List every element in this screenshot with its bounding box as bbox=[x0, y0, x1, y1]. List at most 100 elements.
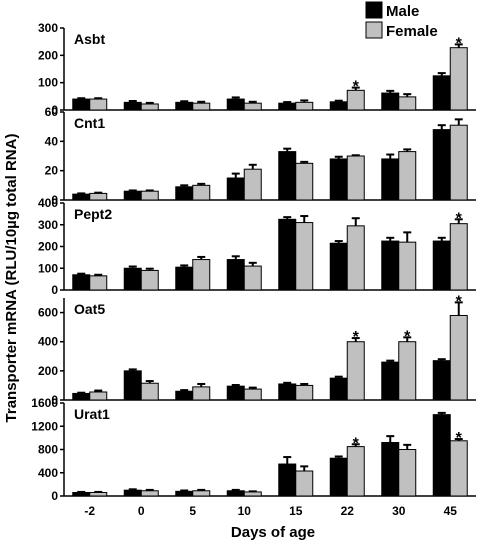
x-tick-label: 45 bbox=[444, 504, 458, 518]
bar-female bbox=[398, 96, 417, 111]
y-tick-label: 300 bbox=[38, 218, 58, 232]
bar-female bbox=[243, 491, 262, 497]
bar-female bbox=[192, 490, 211, 497]
bar-female bbox=[398, 151, 417, 201]
x-tick-label: 22 bbox=[341, 504, 355, 518]
x-tick-label: 30 bbox=[392, 504, 406, 518]
y-tick-label: 200 bbox=[38, 240, 58, 254]
panel-cnt1: 0 20 40 60 Cnt1 bbox=[45, 105, 476, 207]
legend-swatch-female bbox=[365, 21, 383, 39]
bar-male bbox=[72, 274, 91, 291]
bar-female bbox=[89, 492, 108, 497]
y-tick-label: 0 bbox=[51, 393, 58, 407]
y-tick-label: 1200 bbox=[31, 419, 58, 433]
y-tick-label: 400 bbox=[38, 335, 58, 349]
x-tick-label: -2 bbox=[84, 504, 95, 518]
bar-male bbox=[175, 266, 194, 291]
bar-male bbox=[432, 360, 451, 401]
bar-female bbox=[295, 101, 314, 111]
bar-female bbox=[192, 102, 211, 111]
significance-marker: * bbox=[404, 328, 411, 345]
y-tick-label: 200 bbox=[38, 364, 58, 378]
bar-female bbox=[89, 391, 108, 401]
x-tick-label: 10 bbox=[238, 504, 252, 518]
bar-male bbox=[175, 186, 194, 201]
x-tick-label: 5 bbox=[189, 504, 196, 518]
y-tick-label: 100 bbox=[38, 261, 58, 275]
bar-female bbox=[89, 192, 108, 201]
bar-female bbox=[449, 124, 468, 201]
bar-male bbox=[278, 151, 297, 201]
bar-male bbox=[72, 492, 91, 497]
bar-female bbox=[89, 98, 108, 111]
bar-male bbox=[123, 489, 142, 497]
x-axis-title: Days of age bbox=[231, 524, 315, 541]
significance-marker: * bbox=[456, 293, 463, 310]
y-tick-label: 600 bbox=[38, 306, 58, 320]
panel-urat1: 0 400 800 1200 1600 Urat1 * * bbox=[31, 396, 476, 503]
bar-female bbox=[295, 384, 314, 401]
significance-marker: * bbox=[456, 35, 463, 52]
bar-male bbox=[381, 442, 400, 497]
bar-female bbox=[398, 341, 417, 401]
bar-male bbox=[432, 240, 451, 291]
bar-male bbox=[123, 267, 142, 291]
bar-female bbox=[243, 265, 262, 291]
bar-female bbox=[449, 223, 468, 291]
bar-female bbox=[243, 168, 262, 201]
x-tick-label: 15 bbox=[289, 504, 303, 518]
y-tick-label: 20 bbox=[45, 164, 59, 178]
legend-swatch-male bbox=[365, 1, 383, 19]
bar-female bbox=[346, 225, 365, 291]
panel-oat5: 0 200 400 600 Oat5 * * * bbox=[38, 293, 476, 407]
bar-male bbox=[278, 102, 297, 111]
significance-marker: * bbox=[456, 430, 463, 447]
bar-female bbox=[449, 47, 468, 111]
bar-female bbox=[192, 386, 211, 401]
y-tick-label: 800 bbox=[38, 443, 58, 457]
bar-male bbox=[226, 385, 245, 401]
y-tick-label: 100 bbox=[38, 76, 58, 90]
bar-female bbox=[89, 275, 108, 291]
panel-title: Asbt bbox=[74, 31, 105, 47]
bar-male bbox=[278, 383, 297, 401]
bar-female bbox=[243, 388, 262, 401]
bar-female bbox=[140, 190, 159, 201]
y-tick-label: 400 bbox=[38, 466, 58, 480]
bar-male bbox=[175, 101, 194, 111]
x-tick-label: 0 bbox=[138, 504, 145, 518]
y-tick-label: 60 bbox=[45, 105, 59, 119]
bar-male bbox=[278, 218, 297, 291]
legend-label-male: Male bbox=[386, 3, 419, 20]
x-tick-labels: -2 0 5 10 15 22 30 45 bbox=[84, 504, 457, 518]
y-tick-label: 300 bbox=[38, 21, 58, 35]
bar-male bbox=[226, 490, 245, 497]
y-tick-label: 0 bbox=[51, 103, 58, 117]
bar-female bbox=[346, 446, 365, 497]
bar-female bbox=[346, 155, 365, 201]
bar-male bbox=[278, 463, 297, 497]
bar-female bbox=[192, 184, 211, 201]
bar-female bbox=[243, 102, 262, 111]
panel-title: Pept2 bbox=[74, 206, 112, 222]
bar-male bbox=[381, 240, 400, 291]
bar-female bbox=[140, 382, 159, 401]
bar-female bbox=[398, 449, 417, 497]
y-axis-title: Transporter mRNA (RLU/10µg total RNA) bbox=[3, 134, 20, 423]
y-tick-label: 0 bbox=[51, 283, 58, 297]
panel-title: Oat5 bbox=[74, 301, 105, 317]
y-tick-label: 0 bbox=[51, 193, 58, 207]
bar-male bbox=[226, 259, 245, 291]
bar-male bbox=[381, 158, 400, 201]
bar-male bbox=[329, 242, 348, 291]
bar-male bbox=[329, 457, 348, 497]
significance-marker: * bbox=[353, 435, 360, 452]
y-tick-label: 40 bbox=[45, 134, 59, 148]
bar-male bbox=[72, 98, 91, 111]
bar-male bbox=[329, 158, 348, 201]
bar-male bbox=[123, 370, 142, 401]
bar-male bbox=[72, 392, 91, 401]
bar-female bbox=[140, 490, 159, 497]
y-tick-label: 1600 bbox=[31, 396, 58, 410]
